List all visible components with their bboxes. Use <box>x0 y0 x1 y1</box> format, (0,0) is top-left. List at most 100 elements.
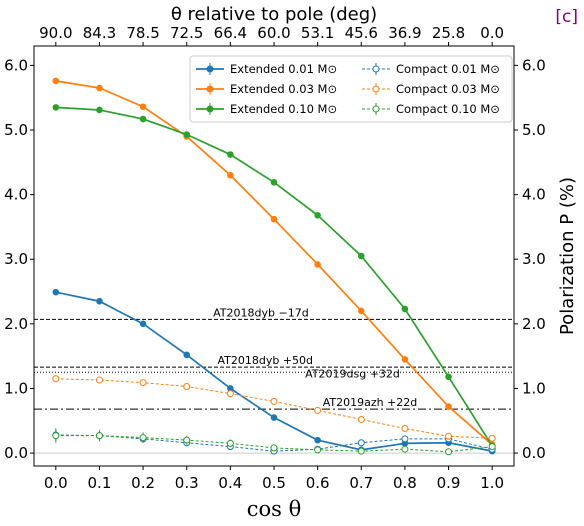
top-tick-label: 45.6 <box>345 24 378 42</box>
legend-label: Compact 0.10 M⊙ <box>396 102 500 116</box>
y-tick-label: 4.0 <box>4 186 28 204</box>
data-point <box>314 211 321 219</box>
legend-marker <box>372 105 380 113</box>
y-tick-label: 1.0 <box>4 379 28 397</box>
data-point <box>357 439 365 447</box>
legend-box <box>189 55 513 123</box>
data-point <box>357 252 365 260</box>
data-point <box>52 77 60 85</box>
y-tick-label: 2.0 <box>4 315 28 333</box>
y-tick-label: 5.0 <box>4 121 28 139</box>
legend-label: Extended 0.03 M⊙ <box>230 82 337 96</box>
data-point <box>96 84 103 92</box>
data-point <box>401 445 409 453</box>
data-point <box>139 115 147 123</box>
data-point <box>96 106 103 114</box>
data-point <box>270 414 278 421</box>
data-point <box>270 179 278 186</box>
top-tick-label: 60.0 <box>257 24 290 42</box>
top-tick-label: 78.5 <box>126 24 159 42</box>
reference-label: AT2019dsg +32d <box>305 368 400 381</box>
data-point <box>445 432 453 440</box>
data-point <box>183 131 191 138</box>
y-tick-label-right: 2.0 <box>522 315 546 333</box>
data-point <box>183 351 191 359</box>
data-point <box>401 425 409 433</box>
legend-marker <box>206 85 214 93</box>
data-point <box>314 436 321 444</box>
series-line <box>55 434 493 452</box>
data-point <box>226 439 234 447</box>
y-tick-label: 3.0 <box>4 250 28 268</box>
top-tick-label: 25.8 <box>432 24 465 42</box>
data-point <box>226 390 234 398</box>
y-tick-label: 0.0 <box>4 444 28 462</box>
top-axis-label: θ relative to pole (deg) <box>171 4 377 25</box>
y-tick-label-right: 0.0 <box>522 444 546 462</box>
top-tick-label: 90.0 <box>39 24 72 42</box>
x-tick-label: 0.7 <box>349 474 373 492</box>
top-tick-label: 72.5 <box>170 24 203 42</box>
legend-label: Extended 0.01 M⊙ <box>230 62 337 76</box>
top-tick-label: 53.1 <box>301 24 334 42</box>
data-point <box>52 432 60 440</box>
data-point <box>52 375 60 383</box>
data-point <box>95 376 103 384</box>
x-tick-label: 0.0 <box>44 474 68 492</box>
data-point <box>314 406 322 414</box>
series-line <box>55 80 493 446</box>
top-tick-label: 84.3 <box>83 24 116 42</box>
y-tick-label-right: 6.0 <box>522 56 546 74</box>
legend-label: Compact 0.03 M⊙ <box>396 82 500 96</box>
y-tick-label-right: 3.0 <box>522 250 546 268</box>
data-point <box>52 104 60 111</box>
top-tick-label: 36.9 <box>388 24 421 42</box>
data-point <box>488 434 496 442</box>
series-line <box>55 435 493 453</box>
data-point <box>139 320 147 328</box>
data-point <box>314 446 322 454</box>
data-point <box>227 151 234 158</box>
y-tick-label-right: 1.0 <box>522 379 546 397</box>
y-axis-label: Polarization P (%) <box>557 177 578 335</box>
data-point <box>401 435 409 443</box>
top-tick-label: 66.4 <box>214 24 247 42</box>
x-tick-label: 0.3 <box>175 474 199 492</box>
panel-label: [c] <box>555 7 578 27</box>
x-tick-label: 1.0 <box>480 474 504 492</box>
data-point <box>445 373 452 381</box>
data-point <box>270 397 278 405</box>
legend-marker <box>372 65 380 73</box>
legend-marker <box>372 85 380 93</box>
data-point <box>445 403 452 410</box>
data-point <box>445 448 453 456</box>
x-tick-label: 0.8 <box>393 474 417 492</box>
data-point <box>95 432 103 440</box>
x-tick-label: 0.2 <box>131 474 155 492</box>
data-point <box>488 443 496 451</box>
data-point <box>357 447 365 455</box>
reference-label: AT2018dyb +50d <box>217 354 313 367</box>
x-axis-label: cos θ <box>247 497 302 521</box>
legend-marker <box>206 65 214 73</box>
legend-label: Compact 0.01 M⊙ <box>396 62 500 76</box>
legend-marker <box>206 105 214 113</box>
data-point <box>357 415 365 423</box>
y-tick-label-right: 5.0 <box>522 121 546 139</box>
data-point <box>314 261 321 268</box>
series-line <box>55 106 493 447</box>
data-point <box>227 171 234 179</box>
data-point <box>139 379 147 387</box>
data-point <box>183 436 191 444</box>
data-point <box>139 103 147 111</box>
data-point <box>270 444 278 452</box>
x-tick-label: 0.5 <box>262 474 286 492</box>
top-tick-label: 0.0 <box>480 24 504 42</box>
data-point <box>96 297 103 305</box>
reference-label: AT2018dyb −17d <box>213 306 309 319</box>
reference-label: AT2019azh +22d <box>323 396 418 409</box>
data-point <box>270 215 278 223</box>
x-tick-label: 0.1 <box>88 474 112 492</box>
data-point <box>401 305 409 313</box>
